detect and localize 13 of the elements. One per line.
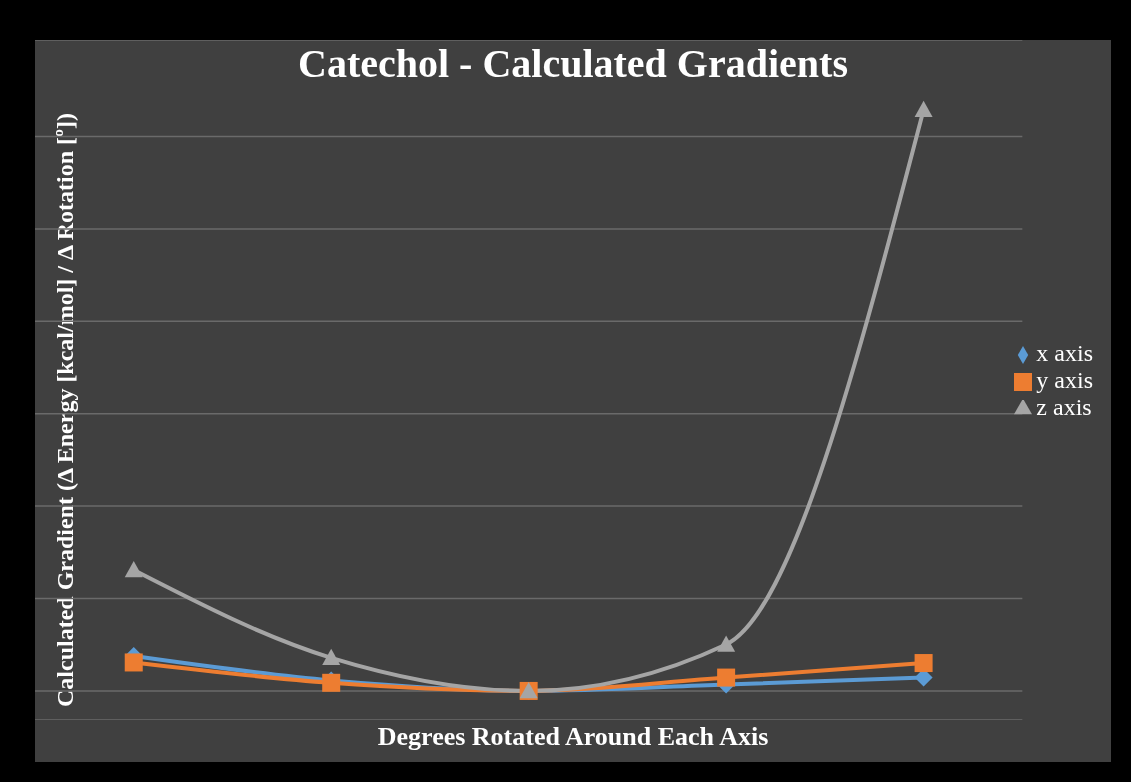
chart-title: Catechol - Calculated Gradients xyxy=(297,40,849,87)
y-axis-title: Calculated Gradient (Δ Energy [kcal/mol] / Δ Rotation [º]) xyxy=(51,112,79,709)
point xyxy=(124,561,143,578)
point xyxy=(124,653,143,672)
point xyxy=(717,668,736,687)
point xyxy=(717,635,736,652)
point xyxy=(322,648,341,666)
legend-label: z axis xyxy=(1036,393,1092,420)
legend-label: x axis xyxy=(1036,339,1093,366)
x-axis-title: Degrees Rotated Around Each Axis xyxy=(376,722,770,752)
point xyxy=(914,100,933,117)
point xyxy=(914,654,933,673)
legend-label: y axis xyxy=(1036,366,1093,393)
